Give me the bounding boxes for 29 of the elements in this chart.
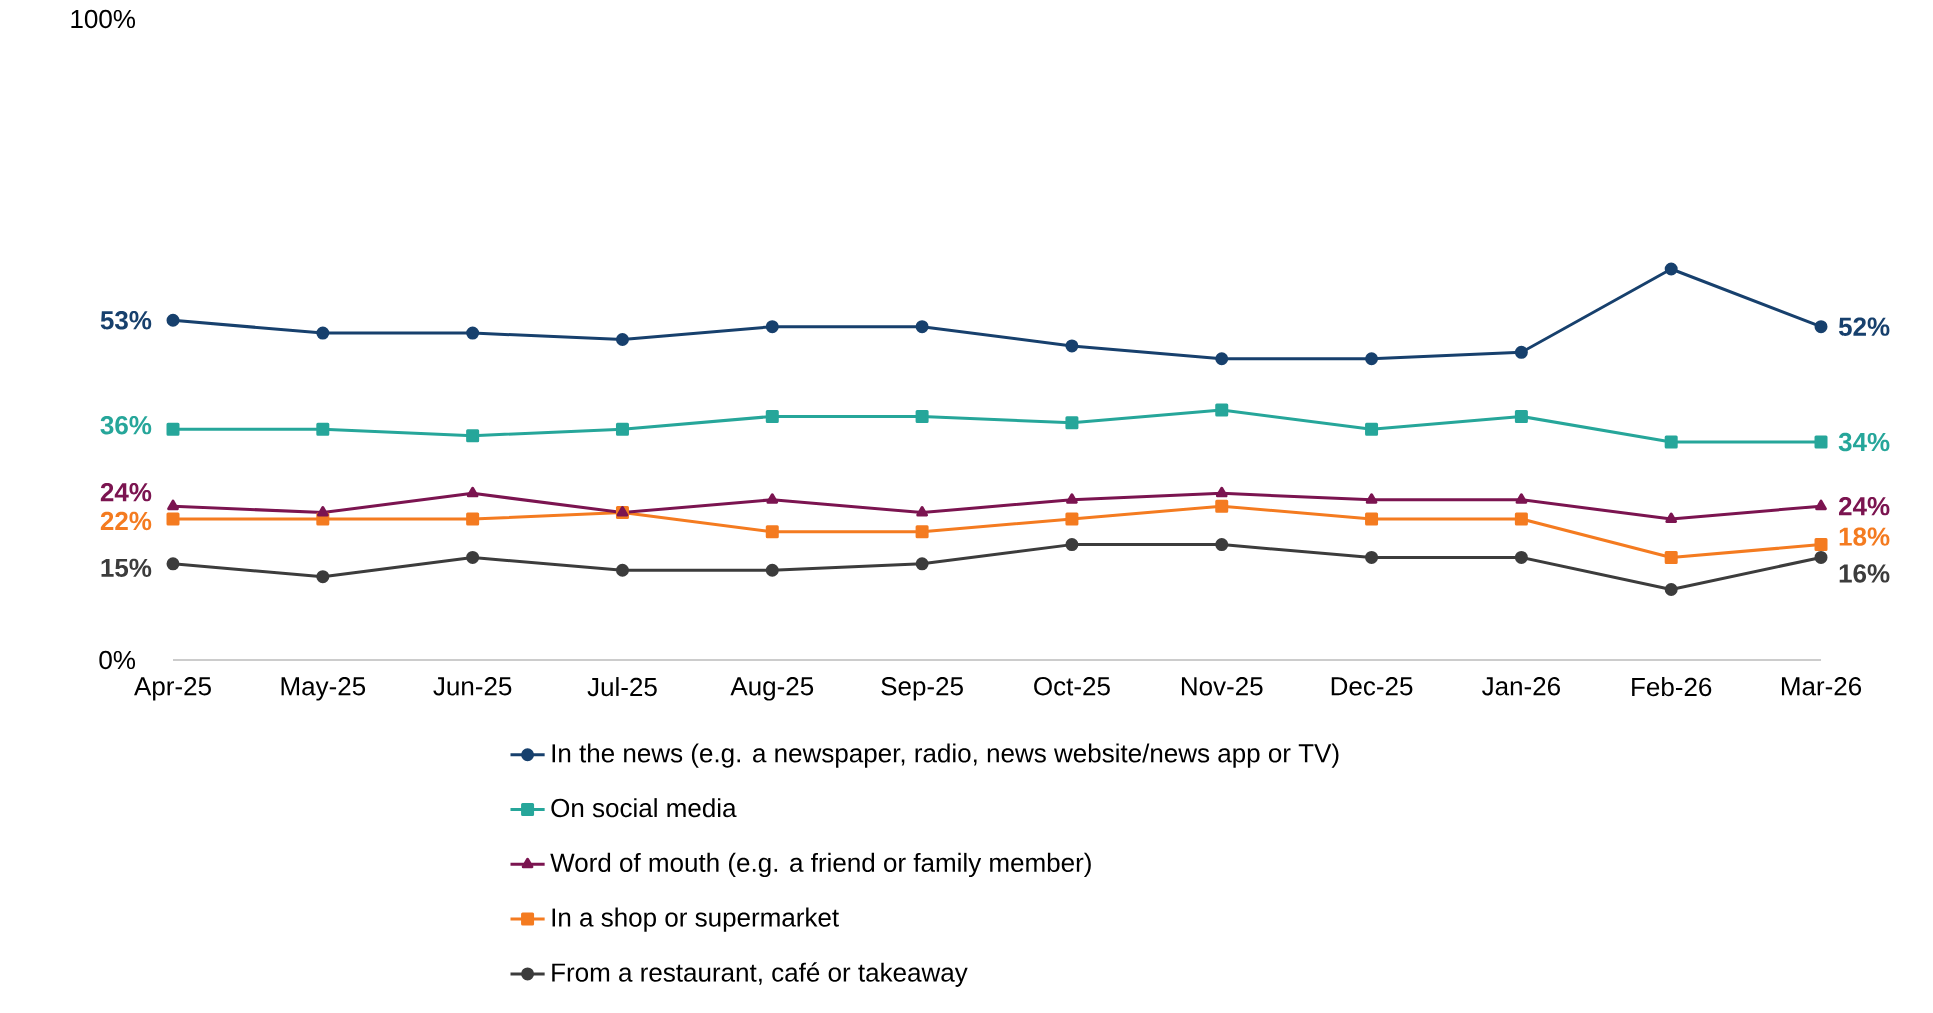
x-tick-label: Dec-25: [1331, 677, 1413, 696]
legend-label: In the news (e.g. a newspaper, radio, news website/news app or TV): [552, 743, 1339, 768]
data-label: 34%: [1838, 432, 1890, 452]
legend-label: Word of mouth (e.g. a friend or family member): [550, 852, 1091, 878]
x-tick-label: Oct-25: [1034, 677, 1110, 696]
x-tick-label: Feb-26: [1632, 677, 1712, 697]
data-label: 52%: [1838, 317, 1890, 336]
legend-label: From a restaurant, café or takeaway: [552, 962, 968, 987]
x-tick-label: Jun-25: [433, 677, 512, 696]
data-label: 15%: [101, 558, 152, 578]
data-label: 24%: [1838, 496, 1890, 516]
data-label: 24%: [100, 482, 152, 502]
data-label: 16%: [1839, 564, 1890, 583]
x-tick-label: Jul-25: [587, 677, 657, 697]
x-tick-label: Sep-25: [881, 677, 963, 701]
data-label: 53%: [100, 311, 152, 330]
legend-label: On social media: [551, 798, 737, 818]
legend-label: In a shop or supermarket: [552, 907, 839, 932]
x-tick-label: Mar-26: [1781, 677, 1862, 696]
x-tick-label: Nov-25: [1181, 677, 1263, 696]
data-label: 36%: [100, 416, 152, 435]
y-tick-label: 0%: [99, 650, 136, 670]
x-tick-label: Apr-25: [134, 677, 211, 701]
x-tick-label: Jan-26: [1482, 677, 1560, 696]
data-label: 22%: [100, 511, 152, 531]
y-tick-label: 100%: [71, 9, 136, 29]
x-tick-label: May-25: [281, 677, 366, 701]
data-label: 18%: [1839, 527, 1890, 546]
x-tick-label: Aug-25: [730, 677, 814, 701]
